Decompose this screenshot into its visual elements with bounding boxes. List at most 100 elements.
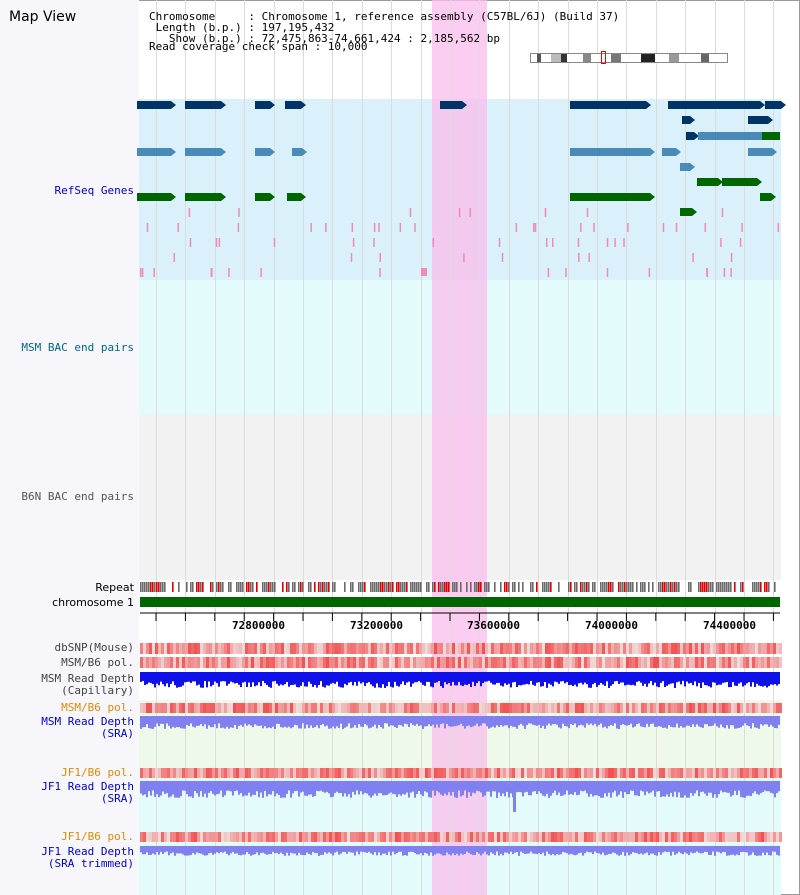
read-depth-bar <box>230 716 232 728</box>
polymorphism-cell <box>374 657 377 668</box>
repeat-element <box>440 582 442 592</box>
read-depth-bar <box>592 846 594 855</box>
polymorphism-cell <box>659 703 662 713</box>
polymorphism-cell <box>383 643 386 654</box>
read-depth-bar <box>196 716 198 726</box>
polymorphism-cell <box>185 768 188 778</box>
read-depth-bar <box>148 846 150 855</box>
polymorphism-cell <box>305 703 308 713</box>
repeat-element <box>252 582 254 592</box>
polymorphism-cell <box>560 643 563 654</box>
polymorphism-cell <box>185 643 188 654</box>
read-depth-bar <box>292 846 294 854</box>
polymorphism-cell <box>632 657 635 668</box>
read-depth-bar <box>376 672 378 684</box>
repeat-element <box>706 582 708 592</box>
polymorphism-cell <box>485 703 488 713</box>
polymorphism-cell <box>773 643 776 654</box>
polymorphism-cell <box>350 657 353 668</box>
polymorphism-cell <box>485 643 488 654</box>
polymorphism-cell <box>209 643 212 654</box>
polymorphism-cell <box>521 643 524 654</box>
read-depth-bar <box>490 716 492 728</box>
repeat-element <box>594 582 596 592</box>
polymorphism-cell <box>206 703 209 713</box>
polymorphism-cell <box>272 768 275 778</box>
read-depth-bar <box>472 846 474 855</box>
read-depth-bar <box>360 716 362 727</box>
read-depth-bar <box>432 781 434 791</box>
polymorphism-cell <box>650 657 653 668</box>
gene-strand-arrow <box>771 193 776 201</box>
polymorphism-cell <box>344 832 347 842</box>
read-depth-bar <box>290 716 292 729</box>
read-depth-bar <box>634 781 636 796</box>
repeat-element <box>230 582 232 592</box>
repeat-element <box>404 582 406 592</box>
polymorphism-cell <box>311 703 314 713</box>
polymorphism-cell <box>623 768 626 778</box>
read-depth-bar <box>226 672 228 686</box>
read-depth-bar <box>190 781 192 797</box>
chromosome-ideogram[interactable] <box>530 53 728 63</box>
polymorphism-cell <box>251 703 254 713</box>
repeat-element <box>298 582 300 592</box>
read-depth-bar <box>550 781 552 796</box>
polymorphism-cell <box>344 703 347 713</box>
polymorphism-cell <box>386 703 389 713</box>
read-depth-bar <box>394 781 396 795</box>
read-depth-bar <box>758 781 760 795</box>
read-depth-bar <box>606 846 608 855</box>
read-depth-bar <box>504 846 506 853</box>
read-depth-bar <box>200 672 202 688</box>
polymorphism-cell <box>455 657 458 668</box>
read-depth-bar <box>662 846 664 853</box>
read-depth-bar <box>272 672 274 682</box>
refseq-marker <box>606 268 609 277</box>
read-depth-bar <box>310 672 312 684</box>
chromosome-bar[interactable] <box>140 597 780 607</box>
read-depth-bar <box>608 672 610 688</box>
read-depth-bar <box>240 846 242 856</box>
read-depth-bar <box>222 672 224 682</box>
selected-region-highlight[interactable] <box>432 0 487 895</box>
read-depth-bar <box>738 716 740 728</box>
read-depth-bar <box>376 781 378 796</box>
read-depth-bar <box>772 846 774 852</box>
read-depth-bar <box>490 846 492 853</box>
read-depth-bar <box>660 781 662 798</box>
read-depth-bar <box>438 781 440 793</box>
read-depth-bar <box>374 781 376 794</box>
read-depth-bar <box>444 716 446 729</box>
repeat-element <box>390 582 392 592</box>
read-depth-bar <box>510 672 512 688</box>
refseq-marker <box>177 223 180 232</box>
polymorphism-cell <box>275 832 278 842</box>
refseq-marker <box>547 268 550 277</box>
refseq-marker <box>414 223 416 232</box>
read-depth-bar <box>774 672 776 685</box>
polymorphism-cell <box>743 657 746 668</box>
read-depth-bar <box>586 672 588 685</box>
polymorphism-cell <box>674 832 677 842</box>
polymorphism-cell <box>437 703 440 713</box>
refseq-marker <box>498 238 501 247</box>
read-depth-bar <box>388 716 390 727</box>
polymorphism-cell <box>494 657 497 668</box>
polymorphism-cell <box>635 643 638 654</box>
polymorphism-cell <box>374 768 377 778</box>
read-depth-bar <box>748 781 750 796</box>
polymorphism-cell <box>548 657 551 668</box>
polymorphism-cell <box>359 768 362 778</box>
read-depth-bar <box>314 846 316 854</box>
read-depth-bar <box>532 846 534 854</box>
read-depth-bar <box>214 672 216 682</box>
repeat-element <box>582 582 584 592</box>
polymorphism-cell <box>575 657 578 668</box>
read-depth-bar <box>686 781 688 798</box>
read-depth-bar <box>744 672 746 686</box>
repeat-element <box>300 582 302 592</box>
ideogram-position-marker <box>601 51 606 64</box>
read-depth-bar <box>546 716 548 726</box>
